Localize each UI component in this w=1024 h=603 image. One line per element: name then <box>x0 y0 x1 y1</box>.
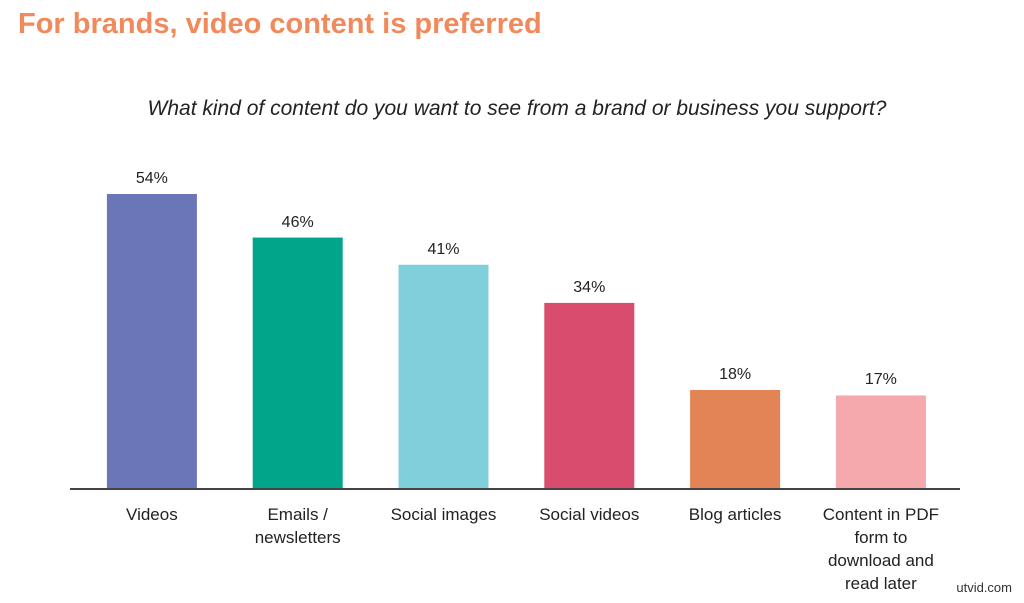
x-tick-label: Blog articles <box>688 505 782 524</box>
value-label: 17% <box>864 371 897 389</box>
value-label: 18% <box>719 366 752 383</box>
bar <box>398 264 489 488</box>
x-tick-label: Emails / newsletters <box>254 505 341 547</box>
bar <box>106 194 197 488</box>
value-label: 34% <box>573 278 606 296</box>
x-tick-label: Social videos <box>539 505 640 524</box>
value-label: 46% <box>281 213 314 231</box>
bar <box>544 302 635 488</box>
x-tick-label: Videos <box>126 505 178 524</box>
chart-subtitle: What kind of content do you want to see … <box>147 97 887 120</box>
x-tick-label: Social images <box>390 505 497 524</box>
bar <box>835 395 926 488</box>
bar <box>690 390 781 488</box>
value-label: 54% <box>135 170 168 187</box>
x-tick-label: Content in PDF form to download and read… <box>822 505 939 593</box>
chart-title: For brands, video content is preferred <box>18 8 542 40</box>
bar <box>252 237 343 488</box>
value-label: 41% <box>427 240 460 258</box>
watermark: utvid.com <box>956 580 1012 595</box>
